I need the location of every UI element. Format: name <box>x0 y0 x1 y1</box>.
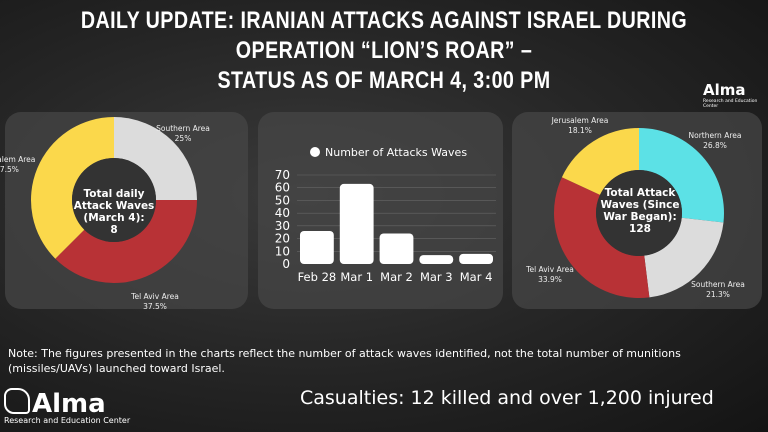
slice-label-southern: Southern Area 25% <box>156 124 210 143</box>
slice-label-southern-total: Southern Area 21.3% <box>691 280 745 299</box>
bar-legend: Number of Attacks Waves <box>310 146 467 159</box>
y-tick-label: 0 <box>282 257 290 271</box>
y-tick-label: 40 <box>275 206 290 220</box>
legend-label: Number of Attacks Waves <box>325 146 468 159</box>
y-tick-label: 50 <box>275 193 290 207</box>
donut-slice-jerusalem-area <box>561 128 639 195</box>
alma-logo-mark-icon <box>4 388 30 414</box>
daily-donut-center-text: Total daily Attack Waves (March 4): 8 <box>73 188 155 236</box>
donut-slice-tel-aviv-area <box>55 200 198 283</box>
donut-slice-tel-aviv-area <box>554 177 650 298</box>
alma-logo-bottom: Alma Research and Education Center <box>4 388 130 425</box>
total-donut-center-text: Total Attack Waves (Since War Began): 128 <box>600 187 680 235</box>
alma-logo-top: Alma Research and Education Center <box>703 80 768 109</box>
x-tick-label: Mar 3 <box>420 270 453 284</box>
x-tick-label: Mar 2 <box>380 270 413 284</box>
y-tick-label: 20 <box>275 232 290 246</box>
donut-slice-northern-area <box>639 128 724 223</box>
slice-label-northern-total: Northern Area 26.8% <box>688 131 742 150</box>
donut-slice-jerusalem-area <box>31 117 115 259</box>
legend-dot-icon <box>310 147 320 157</box>
bar-chart-panel <box>258 112 503 309</box>
logo-name: Alma <box>703 81 746 99</box>
bar-feb-28 <box>300 230 334 264</box>
donut-slice-southern-area <box>114 117 197 200</box>
title-line-2: Status as of March 4, 3:00 PM <box>217 67 551 94</box>
donut-slice-southern-area <box>644 217 724 298</box>
title-line-1: Daily Update: Iranian Attacks Against Is… <box>80 7 688 64</box>
x-tick-label: Mar 1 <box>340 270 373 284</box>
y-tick-label: 70 <box>275 168 290 182</box>
y-tick-label: 60 <box>275 181 290 195</box>
logo-name-bottom: Alma <box>32 389 106 419</box>
bar-mar-3 <box>419 255 454 264</box>
page-title: Daily Update: Iranian Attacks Against Is… <box>69 6 699 96</box>
logo-subtitle-bottom: Research and Education Center <box>4 416 131 425</box>
slice-label-tel-aviv: Tel Aviv Area 37.5% <box>131 292 179 311</box>
y-tick-label: 30 <box>275 219 290 233</box>
slice-label-tel-aviv-total: Tel Aviv Area 33.9% <box>526 265 574 284</box>
donut-hole <box>596 170 682 256</box>
bar-mar-4 <box>459 253 493 264</box>
y-tick-label: 10 <box>275 244 290 258</box>
slice-label-jerusalem-total: Jerusalem Area 18.1% <box>551 116 609 135</box>
bar-mar-2 <box>379 233 414 264</box>
bar-mar-1 <box>339 183 374 264</box>
x-tick-label: Feb 28 <box>298 270 337 284</box>
x-tick-label: Mar 4 <box>460 270 493 284</box>
donut-hole <box>72 158 156 242</box>
casualties-text: Casualties: 12 killed and over 1,200 inj… <box>300 387 714 409</box>
logo-subtitle: Research and Education Center <box>703 99 758 109</box>
footnote: Note: The figures presented in the chart… <box>8 347 681 375</box>
